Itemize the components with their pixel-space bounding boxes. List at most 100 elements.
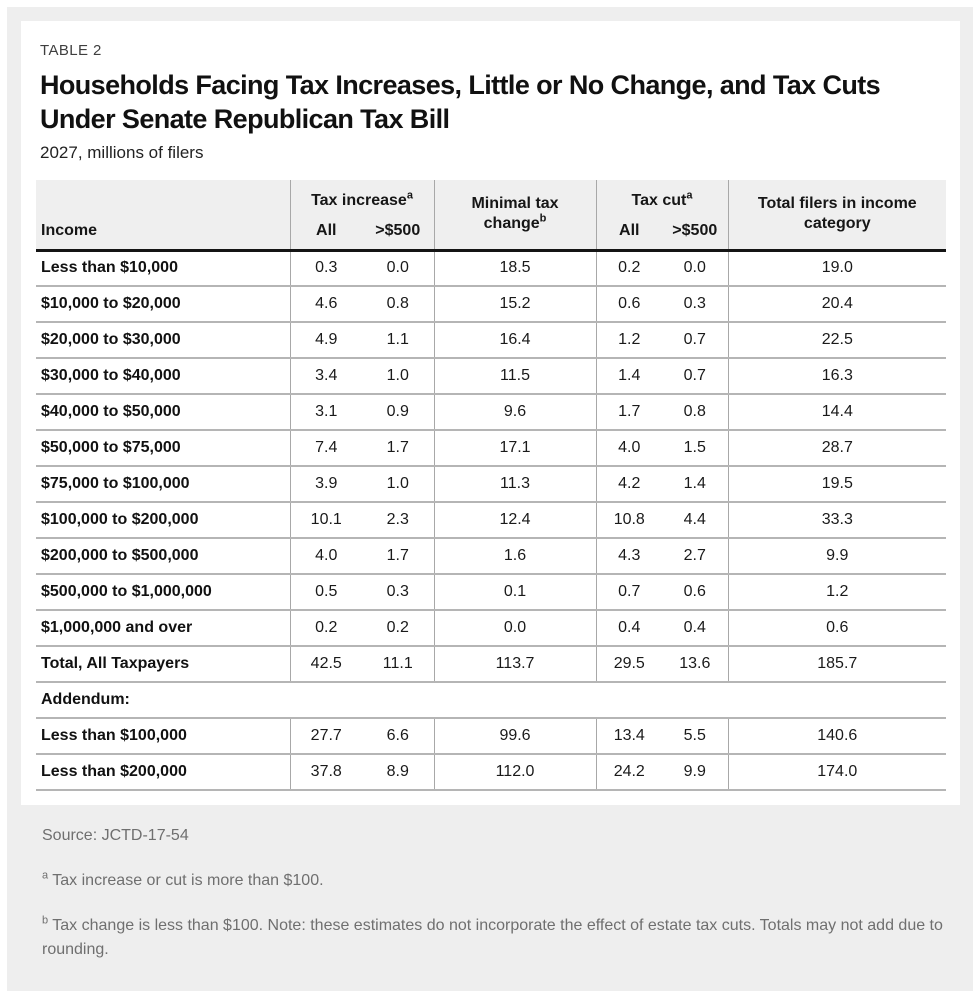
row-label: $200,000 to $500,000 [36,538,291,574]
source-line: Source: JCTD-17-54 [42,827,189,844]
table-row: $20,000 to $30,000 4.9 1.1 16.4 1.2 0.7 22.5 [36,322,947,358]
figure-panel: TABLE 2 Households Facing Tax Increases,… [7,7,973,991]
column-header-tax-increase: Tax increasea [290,180,435,214]
cell-value: 42.5 [310,655,342,672]
table-card: TABLE 2 Households Facing Tax Increases,… [21,21,960,805]
cell-value: 0.4 [662,610,729,646]
column-header-minimal-tax-change: Minimal tax changeb [434,180,597,250]
cell-value: 0.9 [362,394,435,430]
cell-value: 13.6 [662,646,729,682]
cell-value: 0.5 [315,583,338,600]
cell-value: 4.9 [315,331,338,348]
column-header-tax-cut: Tax cuta [596,180,729,214]
cell-value: 1.7 [362,430,435,466]
footnote-marker-a: a [686,189,693,202]
cell-value: 14.4 [821,403,853,420]
cell-value: 1.7 [362,538,435,574]
cell-value: 6.6 [362,718,435,754]
row-label: Total, All Taxpayers [36,646,291,682]
table-row: Less than $10,000 0.3 0.0 18.5 0.2 0.0 19.0 [36,250,946,286]
cell-value: 11.1 [362,646,435,682]
cell-value: 22.5 [821,331,853,348]
cell-value: 2.7 [662,538,729,574]
cell-value: 19.0 [821,259,853,277]
cell-value: 20.4 [821,295,853,312]
footnote-marker-a: a [406,189,413,202]
cell-value: 0.3 [662,286,729,322]
cell-value: 15.2 [434,286,597,322]
table-row: $30,000 to $40,000 3.4 1.0 11.5 1.4 0.7 16.3 [36,358,947,394]
cell-value: 4.6 [315,295,338,312]
row-label: $75,000 to $100,000 [36,466,291,502]
cell-value: 1.0 [362,358,435,394]
cell-value: 10.1 [310,511,342,528]
table-header: Income Tax increasea Minimal tax changeb… [36,180,947,250]
cell-value: 0.0 [434,610,597,646]
cell-value: 1.0 [362,466,435,502]
cell-value: 28.7 [821,439,853,456]
minimal-tax-change-label: Minimal tax change [471,195,559,233]
cell-value: 3.4 [315,367,338,384]
table-row: $200,000 to $500,000 4.0 1.7 1.6 4.3 2.7 9.9 [36,538,947,574]
footnote-marker-b: b [539,212,547,225]
table-row: $1,000,000 and over 0.2 0.2 0.0 0.4 0.4 0.6 [36,610,947,646]
table-title: Households Facing Tax Increases, Little … [40,70,881,134]
cell-value: 140.6 [817,727,858,744]
cell-value: 174.0 [817,763,858,780]
cell-value: 27.7 [310,727,342,744]
header-sub-row: All >$500 All >$500 [36,214,946,250]
subcolumn-tax-cut-500: >$500 [662,214,729,250]
row-label: $50,000 to $75,000 [36,430,291,466]
cell-value: 8.9 [362,754,435,790]
cell-value: 1.4 [662,466,729,502]
cell-value: 0.2 [362,610,435,646]
cell-value: 4.2 [618,475,641,492]
cell-value: 1.7 [618,403,641,420]
cell-value: 10.8 [613,511,645,528]
table-row: $40,000 to $50,000 3.1 0.9 9.6 1.7 0.8 14.4 [36,394,947,430]
footnote-b: b Tax change is less than $100. Note: th… [42,914,953,962]
footnote-a: a Tax increase or cut is more than $100. [42,869,953,893]
row-label: $500,000 to $1,000,000 [36,574,291,610]
column-header-income: Income [36,180,291,250]
cell-value: 4.3 [618,547,641,564]
cell-value: 1.6 [434,538,597,574]
cell-value: 0.6 [662,574,729,610]
cell-value: 1.1 [362,322,435,358]
cell-value: 29.5 [613,655,645,672]
row-label: $100,000 to $200,000 [36,502,291,538]
cell-value: 185.7 [817,655,858,672]
cell-value: 0.1 [434,574,597,610]
table-row: $50,000 to $75,000 7.4 1.7 17.1 4.0 1.5 28.7 [36,430,947,466]
cell-value: 18.5 [434,250,597,286]
cell-value: 0.3 [362,574,435,610]
cell-value: 0.4 [618,619,641,636]
cell-value: 0.0 [362,250,435,286]
subcolumn-tax-increase-500: >$500 [362,214,435,250]
row-label: Less than $100,000 [36,718,291,754]
cell-value: 1.5 [662,430,729,466]
table-row: $10,000 to $20,000 4.6 0.8 15.2 0.6 0.3 20.4 [36,286,947,322]
footnote-a-text: Tax increase or cut is more than $100. [48,872,324,889]
footnote-b-text: Tax change is less than $100. Note: thes… [42,917,943,958]
section-row: Addendum: [36,682,947,718]
cell-value: 1.2 [826,583,849,600]
cell-value: 2.3 [362,502,435,538]
cell-value: 0.6 [826,619,849,636]
cell-value: 16.4 [434,322,597,358]
section-label: Addendum: [41,691,130,708]
table-row: Total, All Taxpayers 42.5 11.1 113.7 29.5 13.… [36,646,947,682]
row-label: $1,000,000 and over [36,610,291,646]
header-group-row: Income Tax increasea Minimal tax changeb… [36,180,947,250]
row-label: Less than $10,000 [36,250,291,286]
data-table: Income Tax increasea Minimal tax changeb… [36,180,947,791]
cell-value: 0.2 [618,259,641,277]
row-label: $20,000 to $30,000 [36,322,291,358]
footnote-b-marker: b [42,914,49,927]
cell-value: 11.3 [434,466,597,502]
cell-value: 16.3 [821,367,853,384]
cell-value: 4.0 [315,547,338,564]
table-number-label: TABLE 2 [40,42,102,59]
footnote-a-marker: a [42,869,49,882]
cell-value: 0.7 [662,322,729,358]
